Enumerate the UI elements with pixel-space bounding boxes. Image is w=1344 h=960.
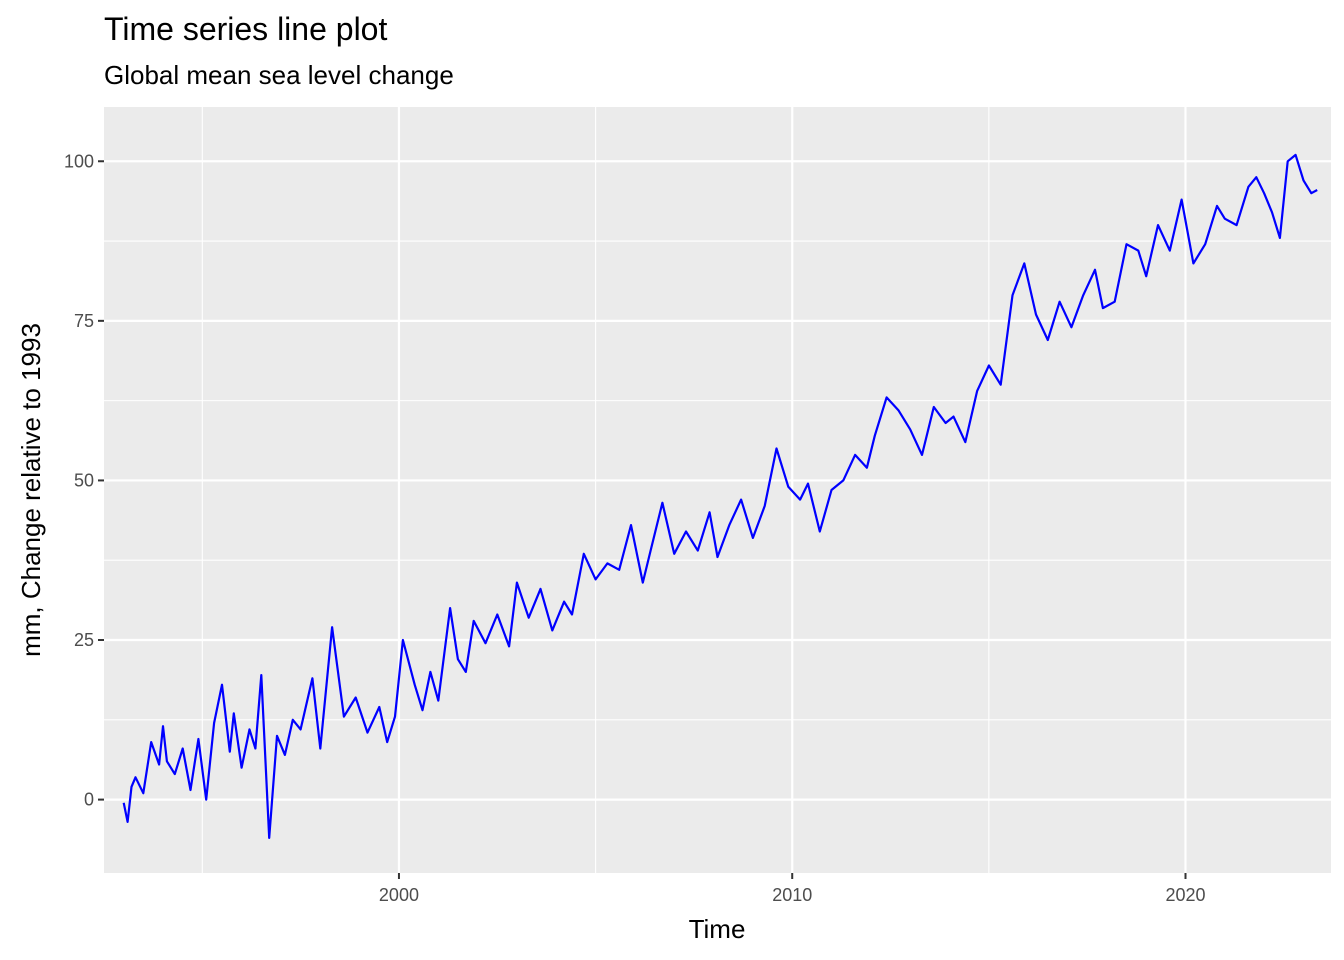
series-line — [122, 153, 1318, 839]
y-axis-title: mm, Change relative to 1993 — [16, 323, 46, 657]
x-tick-label: 2000 — [379, 885, 419, 905]
y-tick-label: 25 — [74, 630, 94, 650]
x-tick-label: 2010 — [772, 885, 812, 905]
chart-title: Time series line plot — [104, 11, 387, 47]
x-axis-title: Time — [689, 914, 746, 944]
x-axis: 2000 2010 2020 — [379, 873, 1206, 905]
chart-subtitle: Global mean sea level change — [104, 60, 454, 90]
minor-gridlines — [104, 107, 1331, 873]
y-tick-label: 0 — [84, 790, 94, 810]
plot-panel — [104, 107, 1331, 873]
y-tick-label: 100 — [64, 151, 94, 171]
y-tick-label: 50 — [74, 470, 94, 490]
y-axis: 0 25 50 75 100 — [64, 151, 104, 810]
x-tick-label: 2020 — [1165, 885, 1205, 905]
y-tick-label: 75 — [74, 311, 94, 331]
